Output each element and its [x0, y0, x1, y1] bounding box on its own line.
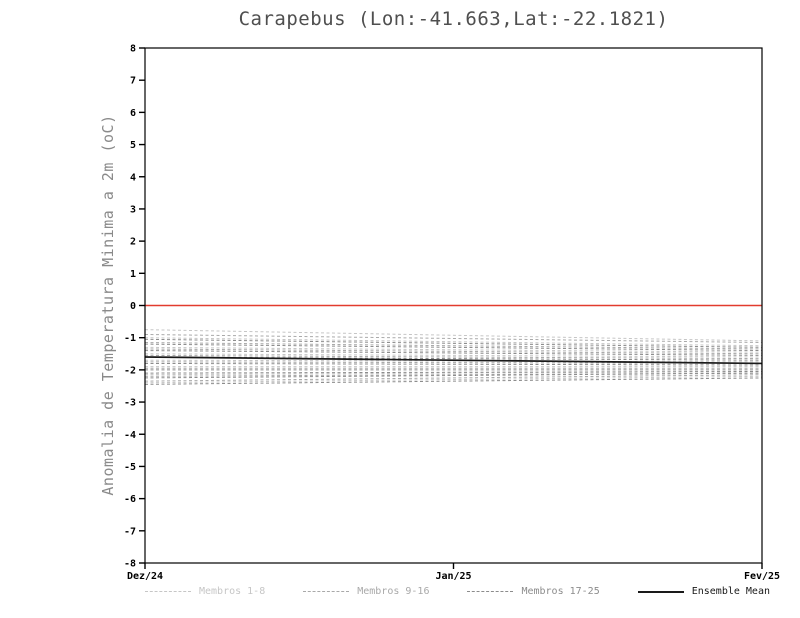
- legend-label: Ensemble Mean: [691, 586, 770, 597]
- svg-text:6: 6: [130, 108, 136, 119]
- dashed-line-sample-icon: [303, 591, 350, 592]
- svg-text:-3: -3: [124, 398, 136, 409]
- svg-text:5: 5: [130, 140, 136, 151]
- svg-text:0: 0: [130, 301, 136, 312]
- svg-text:1: 1: [130, 269, 136, 280]
- chart-title: Carapebus (Lon:-41.663,Lat:-22.1821): [238, 8, 669, 30]
- svg-text:Dez/24: Dez/24: [127, 571, 163, 582]
- svg-text:-6: -6: [124, 494, 136, 505]
- dashed-line-sample-icon: [467, 591, 514, 592]
- svg-text:-2: -2: [124, 365, 136, 376]
- legend-item-membros-1-8: Membros 1-8: [145, 586, 265, 597]
- svg-text:-1: -1: [124, 333, 136, 344]
- legend-label: Membros 1-8: [199, 586, 266, 597]
- svg-text:-7: -7: [124, 526, 136, 537]
- legend-item-membros-17-25: Membros 17-25: [467, 586, 600, 597]
- svg-text:3: 3: [130, 204, 136, 215]
- dashed-line-sample-icon: [145, 591, 191, 592]
- legend-item-membros-9-16: Membros 9-16: [303, 586, 429, 597]
- svg-text:8: 8: [130, 44, 136, 55]
- svg-text:-5: -5: [124, 462, 136, 473]
- svg-text:2: 2: [130, 237, 136, 248]
- svg-text:4: 4: [130, 172, 136, 183]
- legend-item-ensemble-mean: Ensemble Mean: [637, 586, 770, 597]
- svg-text:Jan/25: Jan/25: [435, 571, 471, 582]
- svg-text:7: 7: [130, 76, 136, 87]
- legend: Membros 1-8 Membros 9-16 Membros 17-25 E…: [145, 586, 770, 597]
- solid-line-sample-icon: [637, 590, 684, 593]
- svg-text:-4: -4: [124, 430, 136, 441]
- legend-label: Membros 17-25: [521, 586, 600, 597]
- svg-text:-8: -8: [124, 559, 136, 570]
- legend-label: Membros 9-16: [357, 586, 430, 597]
- svg-text:Fev/25: Fev/25: [744, 571, 780, 582]
